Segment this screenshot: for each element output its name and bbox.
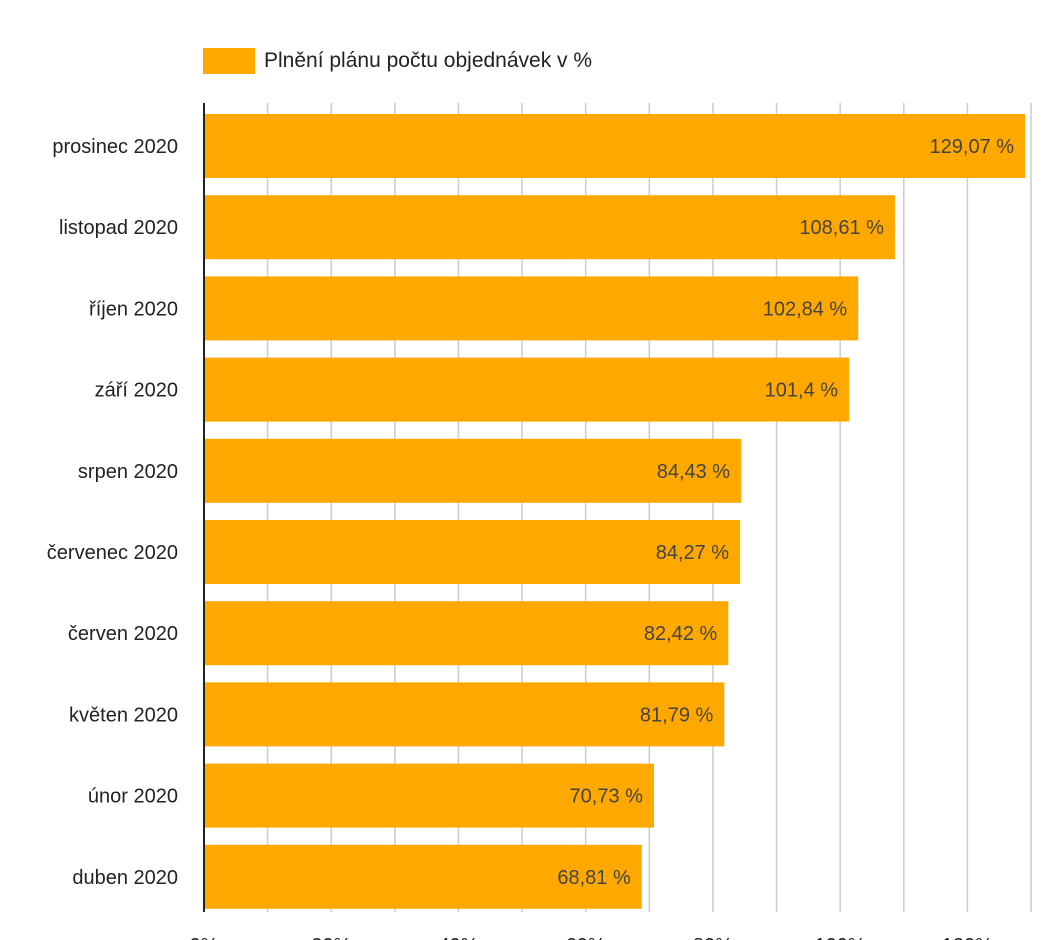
category-label: září 2020 [95, 380, 178, 402]
category-label: srpen 2020 [78, 461, 178, 483]
bar [204, 844, 642, 909]
x-tick-label: 80% [693, 935, 733, 940]
bar [204, 195, 895, 260]
category-label: červen 2020 [68, 623, 178, 645]
category-label: listopad 2020 [59, 217, 178, 239]
data-label: 84,43 % [657, 461, 731, 483]
data-label: 101,4 % [765, 380, 839, 402]
data-label: 82,42 % [644, 623, 718, 645]
data-label: 70,73 % [570, 786, 644, 808]
legend-label: Plnění plánu počtu objednávek v % [264, 49, 593, 72]
bar [204, 601, 729, 666]
x-tick-label: 60% [566, 935, 606, 940]
category-label: duben 2020 [72, 867, 178, 889]
legend: Plnění plánu počtu objednávek v % [203, 47, 592, 75]
data-label: 102,84 % [763, 298, 848, 320]
bar [204, 763, 654, 828]
data-label: 129,07 % [930, 136, 1015, 158]
x-tick-label: 40% [438, 935, 478, 940]
category-label: květen 2020 [69, 704, 178, 726]
bar [204, 114, 1026, 178]
category-label: říjen 2020 [89, 298, 178, 320]
data-label: 68,81 % [557, 867, 631, 889]
bar [204, 520, 741, 584]
category-label: červenec 2020 [47, 542, 178, 564]
bar [204, 682, 725, 747]
x-tick-label: 0% [190, 935, 219, 940]
bar [204, 438, 742, 503]
bar [204, 276, 859, 341]
category-label: únor 2020 [88, 786, 178, 808]
category-label: prosinec 2020 [52, 136, 178, 158]
bar [204, 357, 850, 422]
legend-swatch [203, 48, 255, 74]
data-label: 108,61 % [799, 217, 884, 239]
data-label: 81,79 % [640, 704, 714, 726]
x-tick-label: 100% [815, 935, 866, 940]
x-tick-label: 20% [311, 935, 351, 940]
data-label: 84,27 % [656, 542, 730, 564]
x-tick-label: 120% [942, 935, 993, 940]
